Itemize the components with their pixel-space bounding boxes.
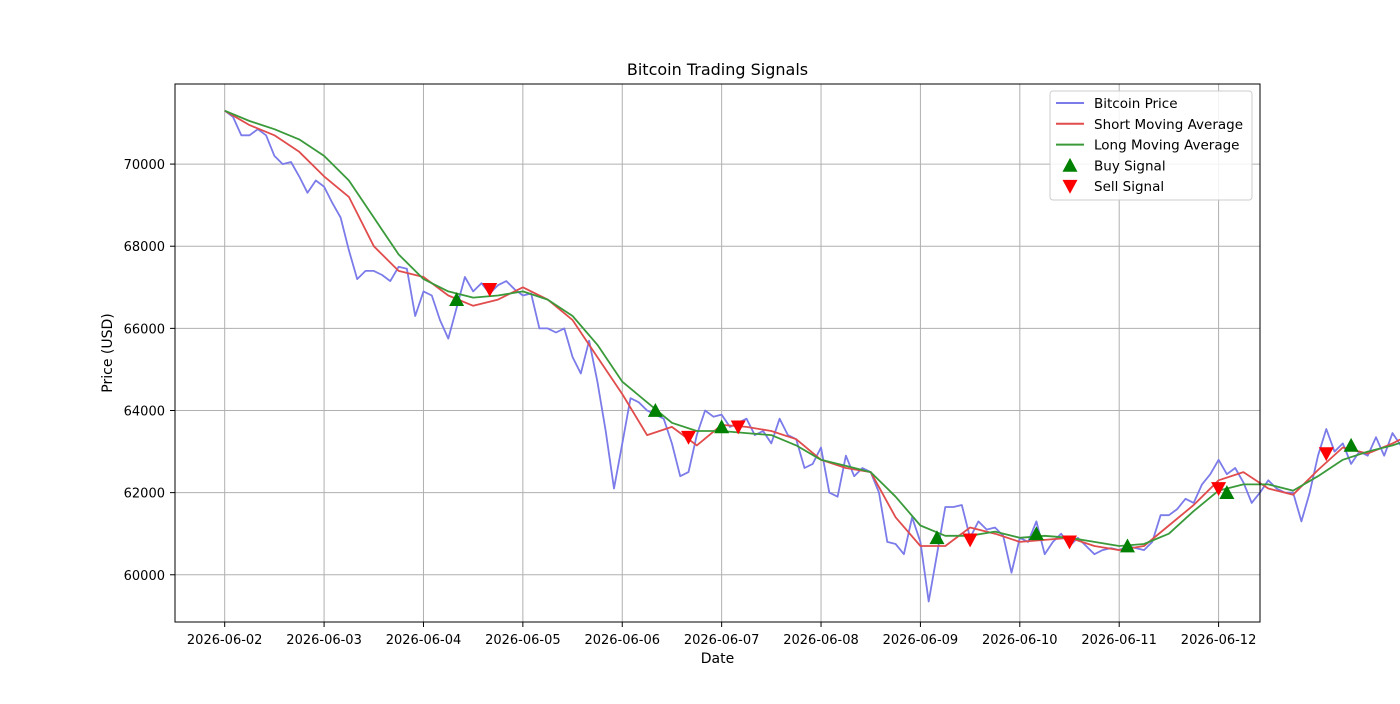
y-tick-label: 60000 xyxy=(124,569,165,584)
x-tick-label: 2026-06-08 xyxy=(783,633,859,648)
y-axis-label: Price (USD) xyxy=(100,313,116,392)
buy-signal-marker xyxy=(1219,485,1235,500)
legend-box xyxy=(1049,90,1253,201)
sell-signal-marker xyxy=(730,420,746,435)
y-tick-label: 70000 xyxy=(124,158,165,173)
legend-label-short-ma: Short Moving Average xyxy=(1094,117,1243,133)
x-tick-label: 2026-06-02 xyxy=(187,633,263,648)
legend-label-bitcoin-price: Bitcoin Price xyxy=(1094,96,1178,112)
x-axis-label: Date xyxy=(701,651,734,667)
sell-signal-marker xyxy=(1318,447,1334,462)
legend: Bitcoin Price Short Moving Average Long … xyxy=(1049,90,1253,201)
x-tick-label: 2026-06-03 xyxy=(286,633,362,648)
series-line-long-ma xyxy=(224,109,1400,547)
y-axis: 60000 62000 64000 66000 68000 70000 xyxy=(124,158,175,584)
sell-signal-marker xyxy=(962,533,978,548)
y-tick-label: 68000 xyxy=(124,240,165,255)
plot-area xyxy=(224,109,1400,603)
y-tick-label: 66000 xyxy=(124,322,165,337)
x-tick-label: 2026-06-09 xyxy=(883,633,959,648)
x-tick-label: 2026-06-10 xyxy=(982,633,1058,648)
sell-signal-marker xyxy=(1062,535,1078,550)
x-tick-label: 2026-06-11 xyxy=(1081,633,1157,648)
legend-marker-buy-signal xyxy=(1062,157,1078,172)
x-tick-label: 2026-06-05 xyxy=(485,633,561,648)
buy-signal-marker xyxy=(647,402,663,417)
legend-label-long-ma: Long Moving Average xyxy=(1094,138,1239,154)
buy-signal-marker xyxy=(714,419,730,434)
legend-marker-sell-signal xyxy=(1062,179,1078,194)
x-axis: 2026-06-02 2026-06-03 2026-06-04 2026-06-05… xyxy=(187,622,1256,648)
plot-frame xyxy=(174,83,1261,623)
buy-signal-marker xyxy=(929,530,945,545)
sell-signal-marker xyxy=(1211,482,1227,497)
y-tick-label: 64000 xyxy=(124,404,165,419)
y-tick-label: 62000 xyxy=(124,487,165,502)
legend-label-sell-signal: Sell Signal xyxy=(1094,179,1164,195)
legend-label-buy-signal: Buy Signal xyxy=(1094,158,1166,174)
x-tick-label: 2026-06-04 xyxy=(386,633,462,648)
chart-title: Bitcoin Trading Signals xyxy=(627,60,808,79)
sell-signal-marker xyxy=(482,282,498,297)
x-tick-label: 2026-06-12 xyxy=(1181,633,1257,648)
buy-signal-marker xyxy=(1343,437,1359,452)
x-tick-label: 2026-06-07 xyxy=(684,633,760,648)
buy-signal-marker xyxy=(1119,538,1135,553)
sell-signal-marker xyxy=(681,430,697,445)
buy-signal-marker xyxy=(1028,526,1044,541)
x-tick-label: 2026-06-06 xyxy=(584,633,660,648)
buy-signal-marker xyxy=(449,292,465,306)
